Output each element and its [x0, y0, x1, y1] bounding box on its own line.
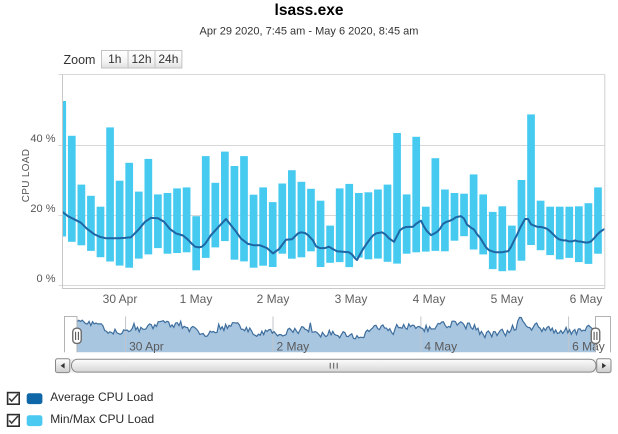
svg-text:6 May: 6 May	[570, 292, 603, 306]
svg-text:5 May: 5 May	[491, 292, 524, 306]
svg-text:4 May: 4 May	[413, 292, 446, 306]
svg-text:lsass.exe: lsass.exe	[275, 2, 344, 19]
svg-text:12h: 12h	[131, 52, 151, 66]
svg-text:CPU LOAD: CPU LOAD	[21, 149, 32, 203]
svg-text:Apr 29 2020, 7:45 am - May 6 2: Apr 29 2020, 7:45 am - May 6 2020, 8:45 …	[200, 26, 419, 38]
svg-text:3 May: 3 May	[335, 292, 368, 306]
svg-text:4 May: 4 May	[424, 340, 457, 354]
svg-text:2 May: 2 May	[257, 292, 290, 306]
svg-text:1h: 1h	[108, 52, 121, 66]
svg-text:Zoom: Zoom	[64, 53, 96, 67]
svg-text:20 %: 20 %	[30, 203, 55, 215]
svg-text:1 May: 1 May	[180, 292, 213, 306]
svg-text:0 %: 0 %	[37, 273, 56, 285]
svg-text:30 Apr: 30 Apr	[103, 292, 138, 306]
svg-text:2 May: 2 May	[277, 340, 310, 354]
svg-text:24h: 24h	[158, 52, 178, 66]
svg-text:40 %: 40 %	[30, 133, 55, 145]
svg-text:30 Apr: 30 Apr	[129, 340, 164, 354]
svg-text:Min/Max CPU Load: Min/Max CPU Load	[50, 412, 154, 426]
svg-text:Average CPU Load: Average CPU Load	[50, 390, 153, 404]
